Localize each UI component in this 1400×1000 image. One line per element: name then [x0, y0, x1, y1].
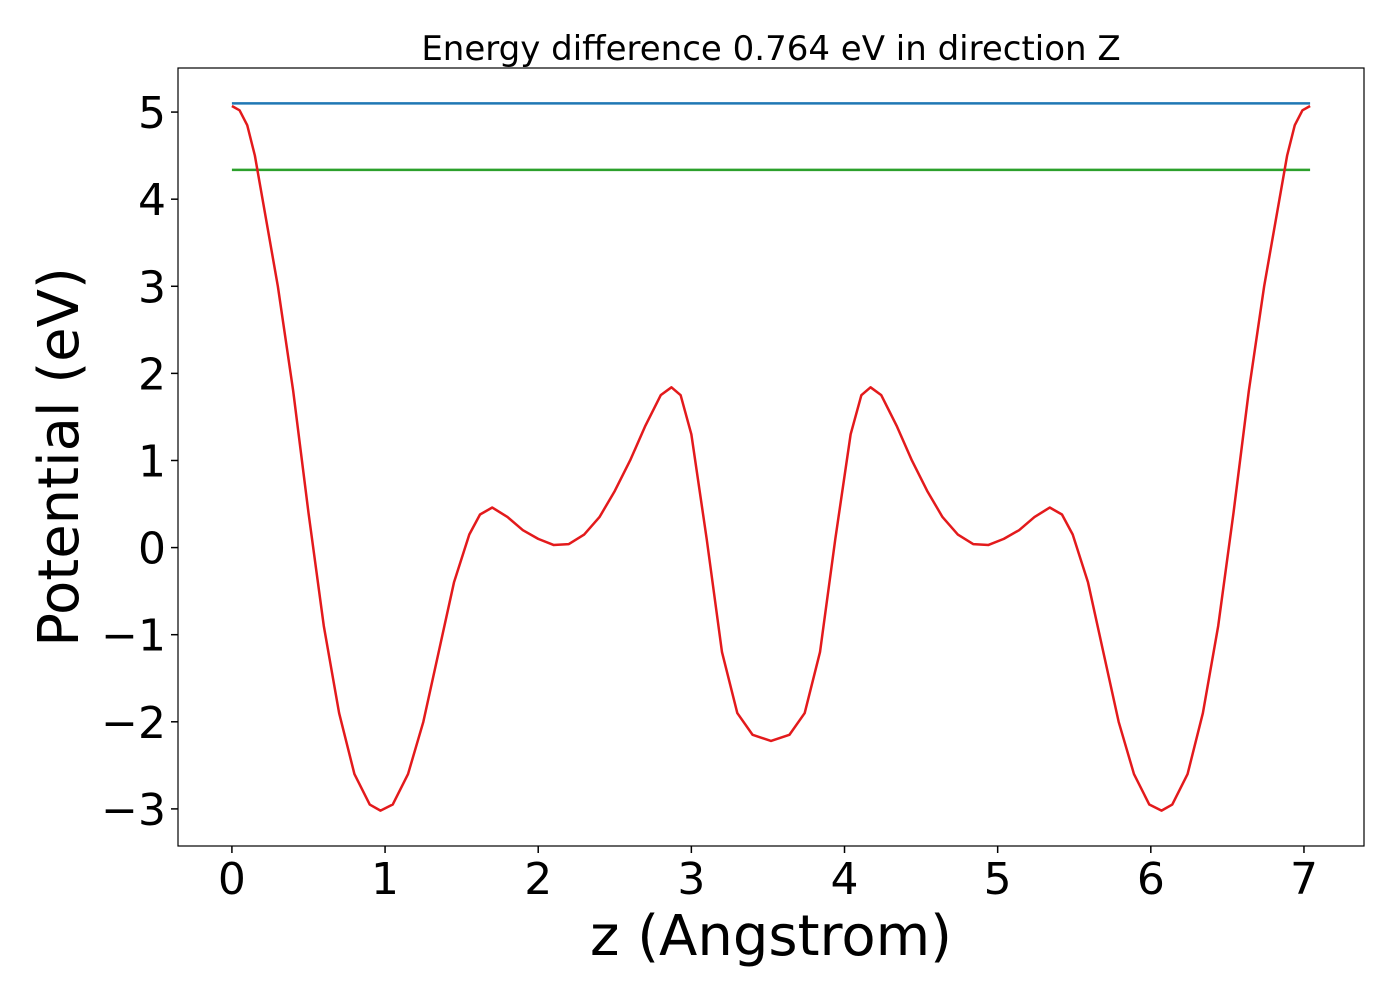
y-axis-label: Potential (eV): [27, 267, 92, 647]
x-tick-label: 0: [218, 854, 246, 905]
y-tick-label: 1: [138, 436, 166, 487]
y-tick-label: −3: [101, 785, 166, 836]
line-series: [231, 104, 1311, 812]
y-tick-label: 5: [138, 88, 166, 139]
x-tick-label: 6: [1137, 854, 1165, 905]
x-tick-label: 5: [984, 854, 1012, 905]
chart-title: Energy difference 0.764 eV in direction …: [421, 29, 1120, 69]
plot-frame: [177, 67, 1365, 847]
y-tick-label: 4: [138, 175, 166, 226]
x-tick-label: 4: [831, 854, 859, 905]
x-tick-label: 3: [677, 854, 705, 905]
y-tick-label: 3: [138, 262, 166, 313]
y-tick-label: 2: [138, 349, 166, 400]
x-tick-label: 7: [1290, 854, 1318, 905]
y-tick-label: −1: [101, 611, 166, 662]
x-tick-label: 1: [371, 854, 399, 905]
y-tick-label: −2: [101, 698, 166, 749]
x-tick-label: 2: [524, 854, 552, 905]
x-axis-label: z (Angstrom): [590, 904, 952, 969]
y-tick-label: 0: [138, 524, 166, 575]
